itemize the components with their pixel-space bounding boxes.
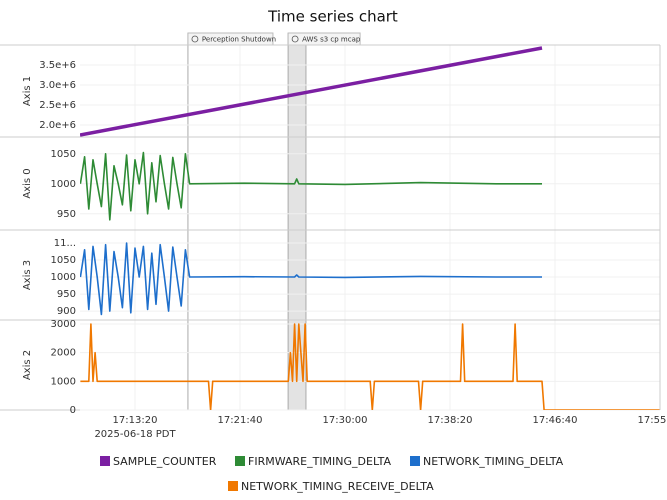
annotation-icon <box>191 35 199 43</box>
x-tick-label: 17:55:00 <box>638 415 667 426</box>
y-tick-label: 2.0e+6 <box>39 120 76 131</box>
legend-swatch <box>235 456 245 466</box>
legend-label: NETWORK_TIMING_RECEIVE_DELTA <box>241 480 434 493</box>
y-tick-label: 0 <box>70 405 76 416</box>
legend-swatch <box>410 456 420 466</box>
legend-swatch <box>100 456 110 466</box>
axis-label: Axis 0 <box>22 168 33 198</box>
legend-label: SAMPLE_COUNTER <box>113 455 217 468</box>
y-tick-label: 1050 <box>51 255 76 266</box>
y-tick-label: 3000 <box>51 319 76 330</box>
series-line <box>80 242 542 316</box>
annotation-label: AWS s3 cp mcap <box>302 36 361 44</box>
y-tick-label: 2000 <box>51 348 76 359</box>
series-line <box>80 151 542 221</box>
y-tick-label: 1050 <box>51 149 76 160</box>
legend-swatch <box>228 481 238 491</box>
annotation-band <box>288 45 306 410</box>
y-tick-label: 950 <box>57 209 76 220</box>
axis-label: Axis 3 <box>22 260 33 290</box>
series-line <box>80 323 660 410</box>
axis-label: Axis 1 <box>22 76 33 106</box>
y-tick-label: 3.5e+6 <box>39 60 76 71</box>
y-tick-label: 900 <box>57 306 76 317</box>
x-tick-label: 17:13:20 <box>113 415 158 426</box>
y-tick-label: 1000 <box>51 376 76 387</box>
y-tick-label: 3.0e+6 <box>39 80 76 91</box>
series-line <box>80 46 543 137</box>
y-tick-label: 950 <box>57 289 76 300</box>
legend-label: NETWORK_TIMING_DELTA <box>423 455 564 468</box>
y-tick-label: 1000 <box>51 179 76 190</box>
y-tick-label: 1000 <box>51 272 76 283</box>
legend-label: FIRMWARE_TIMING_DELTA <box>248 455 391 468</box>
y-tick-label: 2.5e+6 <box>39 100 76 111</box>
x-tick-label: 17:21:40 <box>218 415 263 426</box>
annotation-label: Perception Shutdown <box>202 36 276 44</box>
x-sublabel: 2025-06-18 PDT <box>94 429 176 440</box>
y-tick-label: 11... <box>54 238 76 249</box>
axis-label: Axis 2 <box>22 350 33 380</box>
x-tick-label: 17:30:00 <box>323 415 368 426</box>
annotation-icon <box>291 35 299 43</box>
x-tick-label: 17:46:40 <box>533 415 578 426</box>
x-tick-label: 17:38:20 <box>428 415 473 426</box>
chart-title: Time series chart <box>267 8 398 26</box>
